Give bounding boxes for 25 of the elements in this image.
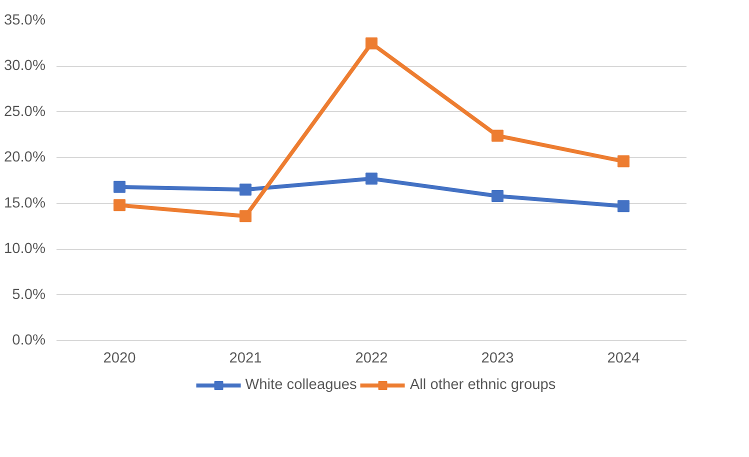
y-tick-label: 30.0% — [4, 58, 46, 74]
point — [114, 180, 126, 193]
point — [366, 37, 378, 50]
y-tick-label: 35.0% — [4, 12, 46, 28]
point — [618, 200, 630, 212]
point — [618, 155, 630, 168]
legend-label: All other ethnic groups — [410, 377, 556, 393]
y-tick-label: 20.0% — [4, 150, 46, 166]
point — [114, 199, 126, 212]
y-tick-label: 10.0% — [4, 241, 46, 258]
y-tick-label: 15.0% — [4, 195, 46, 212]
y-tick-label: 5.0% — [12, 286, 46, 303]
legend-label: White colleagues — [245, 377, 357, 393]
point — [492, 190, 504, 202]
x-tick-label: 2022 — [355, 350, 388, 366]
point — [240, 210, 252, 222]
x-tick-label: 2023 — [481, 350, 514, 366]
y-tick-label: 0.0% — [12, 332, 46, 348]
x-tick-label: 2020 — [103, 350, 136, 366]
point — [240, 184, 252, 196]
point — [492, 130, 504, 142]
x-tick-label: 2024 — [607, 350, 640, 366]
x-tick-label: 2021 — [229, 350, 262, 366]
y-tick-label: 25.0% — [4, 104, 46, 120]
point — [366, 172, 378, 185]
